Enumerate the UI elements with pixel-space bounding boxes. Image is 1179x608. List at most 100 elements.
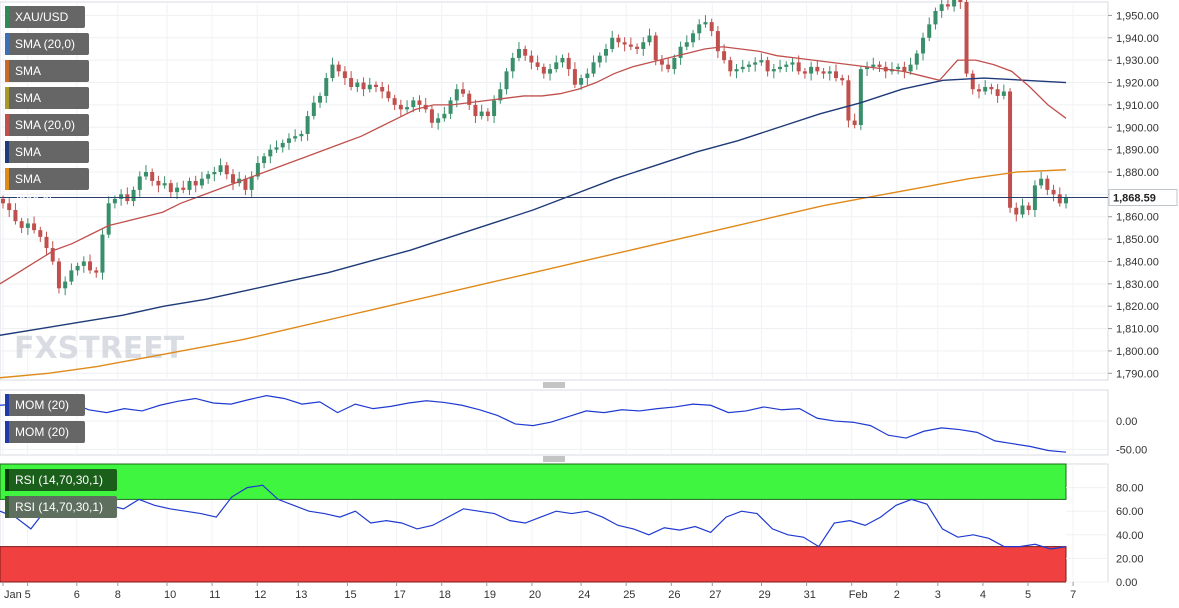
- candle-body: [647, 35, 652, 43]
- last-price-label: 1,868.59: [1113, 193, 1156, 205]
- legend-sma100-b[interactable]: SMA (100,0): [5, 141, 89, 181]
- candle-body: [25, 223, 30, 228]
- candle-body: [342, 71, 347, 79]
- candle-body: [411, 100, 416, 108]
- candle-body: [367, 84, 372, 90]
- x-tick-label: 20: [529, 589, 541, 601]
- candle-body: [318, 95, 323, 103]
- legend-sma200-a[interactable]: SMA (200,0): [5, 87, 89, 127]
- symbol-text: XAU/USD: [15, 10, 69, 24]
- candle-body: [1001, 91, 1006, 96]
- candle-body: [175, 187, 180, 193]
- candle-body: [373, 84, 378, 87]
- x-tick-label: 13: [295, 589, 307, 601]
- legend-label: RSI (14,70,30,1): [15, 473, 104, 487]
- x-tick-label: 10: [164, 589, 176, 601]
- legend-sma20-a[interactable]: SMA (20,0): [5, 33, 89, 55]
- candle-body: [722, 51, 727, 61]
- candle-body: [150, 171, 155, 181]
- candle-body: [193, 180, 198, 186]
- candle-body: [790, 62, 795, 65]
- candle-body: [168, 183, 173, 193]
- candle-body: [691, 33, 696, 43]
- candle-body: [361, 82, 366, 90]
- x-axis: Jan 5 6 8 10 11 12 13 15 17 18 19 20 24 25 26 27 29 31 Feb 2…: [2, 382, 1076, 601]
- price-tick-label: 1,890.00: [1116, 145, 1159, 157]
- legend-sma20-b[interactable]: SMA (20,0): [5, 114, 89, 136]
- legend-rsi-a[interactable]: RSI (14,70,30,1): [5, 469, 117, 491]
- candle-body: [479, 111, 484, 117]
- candle-body: [952, 0, 957, 7]
- candle-body: [678, 46, 683, 58]
- candle-body: [243, 178, 248, 190]
- mom-tick-label: 0.00: [1116, 416, 1137, 428]
- candle-body: [1020, 205, 1025, 215]
- candle-body: [293, 136, 298, 139]
- candle-body: [827, 71, 832, 74]
- rsi-tick-label: 80.00: [1116, 483, 1144, 495]
- price-tick-label: 1,850.00: [1116, 234, 1159, 246]
- candle-body: [622, 42, 627, 45]
- legend-mom-a[interactable]: MOM (20): [5, 394, 85, 416]
- candle-body: [112, 198, 117, 204]
- candle-body: [100, 234, 105, 273]
- legend-swatch: [5, 469, 9, 491]
- candle-body: [728, 60, 733, 72]
- candle-body: [908, 64, 913, 72]
- candle-body: [983, 86, 988, 92]
- x-tick-label: 24: [578, 589, 590, 601]
- candle-body: [958, 0, 963, 2]
- candle-body: [255, 163, 260, 177]
- candle-body: [44, 236, 49, 249]
- candle-body: [81, 261, 86, 266]
- x-tick-label: 7: [1070, 589, 1076, 601]
- symbol-label: XAU/USD: [5, 6, 85, 28]
- candle-body: [635, 46, 640, 49]
- price-tick-label: 1,930.00: [1116, 55, 1159, 67]
- candle-body: [448, 100, 453, 114]
- candle-body: [771, 69, 776, 72]
- x-tick-label: 18: [439, 589, 451, 601]
- panel-frame: [0, 389, 1109, 456]
- candle-body: [442, 113, 447, 119]
- x-tick-label: 6: [74, 589, 80, 601]
- mom-tick-label: -50.00: [1116, 444, 1147, 456]
- candle-body: [976, 89, 981, 92]
- legend-rsi-b[interactable]: RSI (14,70,30,1): [5, 496, 117, 518]
- symbol-swatch: [5, 6, 9, 28]
- legend-swatch: [5, 421, 9, 443]
- legend-label: SMA (20,0): [15, 37, 76, 51]
- x-tick-label: 12: [254, 589, 266, 601]
- candle-body: [492, 100, 497, 117]
- candle-body: [523, 48, 528, 56]
- legend-sma200-b[interactable]: SMA (200,0): [5, 168, 89, 208]
- price-tick-label: 1,840.00: [1116, 256, 1159, 268]
- candle-body: [659, 60, 664, 65]
- candle-body: [896, 66, 901, 70]
- watermark-logo: FXSTREET: [14, 331, 185, 366]
- candle-body: [585, 73, 590, 79]
- candle-body: [268, 149, 273, 157]
- candle-body: [579, 78, 584, 85]
- candle-body: [914, 53, 919, 65]
- sma20-line: [0, 46, 1067, 285]
- legend-mom-b[interactable]: MOM (20): [5, 421, 85, 443]
- candle-body: [249, 176, 254, 190]
- rsi-line: [0, 484, 1067, 550]
- candle-body: [498, 89, 503, 101]
- x-tick-label: 4: [980, 589, 986, 601]
- momentum-line: [0, 395, 1067, 453]
- price-tick-label: 1,950.00: [1116, 10, 1159, 22]
- candle-body: [212, 171, 217, 175]
- candle-body: [56, 261, 61, 289]
- sma100-line: [0, 77, 1067, 336]
- x-tick-label: 5: [1025, 589, 1031, 601]
- legend-sma100-a[interactable]: SMA (100,0): [5, 60, 89, 100]
- candle-body: [324, 78, 329, 96]
- candle-body: [330, 64, 335, 79]
- legend-swatch: [5, 33, 9, 55]
- candle-body: [697, 24, 702, 34]
- candle-body: [1064, 197, 1068, 204]
- price-tick-label: 1,880.00: [1116, 167, 1159, 179]
